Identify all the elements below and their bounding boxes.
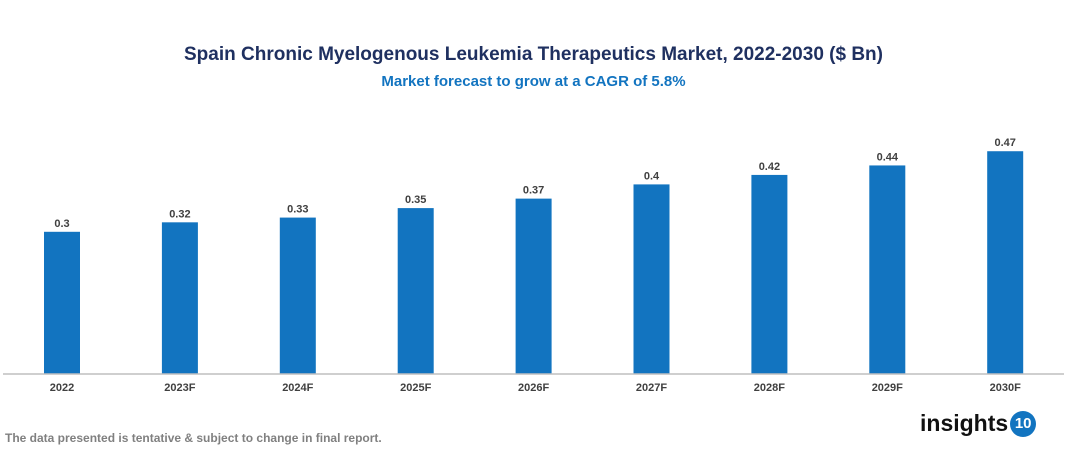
- x-tick-label: 2022: [50, 382, 74, 394]
- logo-text: insights: [920, 410, 1009, 436]
- data-label: 0.42: [759, 161, 780, 173]
- logo-badge: 10: [1010, 410, 1037, 437]
- data-label: 0.35: [405, 194, 426, 206]
- insights10-logo: insights 10: [920, 410, 1037, 437]
- x-tick-label: 2023F: [164, 382, 195, 394]
- data-label: 0.4: [644, 170, 660, 182]
- bar-2025F: [397, 208, 434, 374]
- bar-2022: [44, 231, 80, 374]
- bar-2027F: [633, 184, 670, 374]
- data-label: 0.3: [54, 218, 69, 230]
- bar-2030F: [987, 151, 1024, 374]
- data-label: 0.37: [523, 185, 544, 197]
- bar-2026F: [515, 198, 552, 374]
- data-label: 0.33: [287, 204, 308, 216]
- x-tick-label: 2030F: [990, 382, 1021, 394]
- x-tick-label: 2025F: [400, 382, 431, 394]
- chart-title: Spain Chronic Myelogenous Leukemia Thera…: [184, 44, 883, 65]
- bar-2023F: [161, 222, 198, 374]
- chart-subtitle: Market forecast to grow at a CAGR of 5.8…: [381, 73, 686, 90]
- data-label: 0.47: [994, 137, 1015, 149]
- data-label: 0.32: [169, 208, 190, 220]
- bar-2028F: [751, 174, 788, 374]
- x-tick-label: 2029F: [872, 382, 903, 394]
- x-tick-label: 2028F: [754, 382, 785, 394]
- bar-2029F: [869, 165, 906, 374]
- bar-2024F: [279, 217, 316, 374]
- x-tick-label: 2026F: [518, 382, 549, 394]
- data-label: 0.44: [877, 151, 899, 163]
- x-tick-label: 2024F: [282, 382, 313, 394]
- x-tick-label: 2027F: [636, 382, 667, 394]
- footer-note: The data presented is tentative & subjec…: [5, 431, 382, 445]
